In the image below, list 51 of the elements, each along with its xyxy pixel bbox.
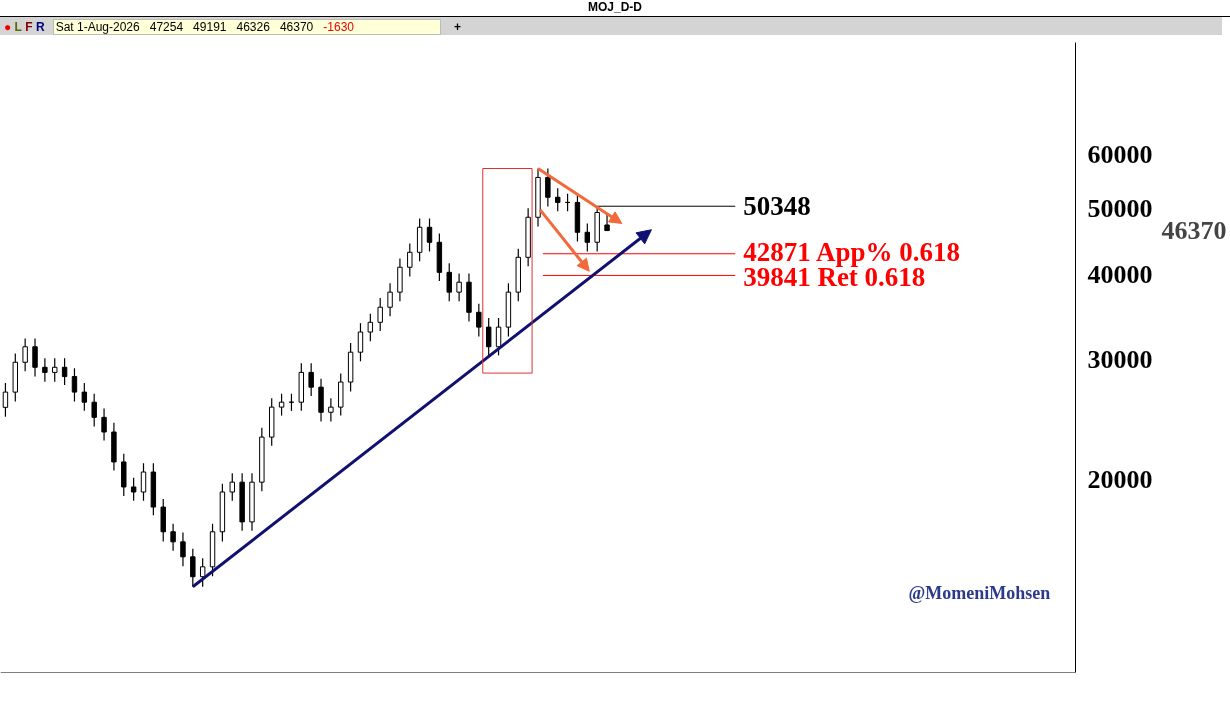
y-tick-label: 30000 bbox=[1087, 344, 1153, 374]
candlestick bbox=[476, 303, 482, 338]
candlestick bbox=[140, 462, 147, 502]
candlestick bbox=[407, 242, 413, 278]
candlestick bbox=[170, 523, 176, 552]
candlestick bbox=[446, 262, 452, 302]
candlestick bbox=[426, 217, 433, 253]
candlestick bbox=[199, 557, 206, 588]
candlestick bbox=[308, 362, 314, 397]
candlestick bbox=[357, 322, 364, 362]
chart-title: MOJ_D-D bbox=[0, 0, 1230, 17]
annotation: @MomeniMohsen bbox=[908, 582, 1051, 603]
candlestick bbox=[328, 397, 334, 423]
candlestick bbox=[180, 531, 186, 567]
candlestick bbox=[71, 367, 78, 403]
candlestick bbox=[495, 317, 502, 356]
candlestick bbox=[278, 393, 285, 417]
candlestick bbox=[101, 407, 107, 442]
candlestick bbox=[42, 357, 48, 383]
candlestick bbox=[485, 317, 492, 356]
candlestick bbox=[367, 313, 374, 342]
candlestick bbox=[61, 357, 68, 386]
candlestick bbox=[190, 548, 196, 588]
text: -1630 bbox=[323, 20, 354, 34]
candlestick bbox=[377, 297, 383, 332]
candlestick bbox=[22, 337, 28, 372]
y-tick-label: 60000 bbox=[1087, 139, 1153, 169]
candlestick bbox=[32, 337, 38, 378]
y-tick-label: 50000 bbox=[1087, 193, 1153, 223]
candlestick bbox=[387, 282, 393, 317]
candlestick bbox=[91, 393, 97, 428]
candlestick bbox=[584, 222, 591, 253]
candlestick bbox=[229, 472, 235, 502]
candlestick bbox=[456, 272, 462, 302]
candlestick bbox=[2, 382, 9, 418]
text: 46370 bbox=[1161, 216, 1227, 246]
text: + bbox=[453, 20, 461, 34]
text: Sat 1-Aug-2026 bbox=[55, 20, 140, 34]
ref-line-label: 50348 bbox=[743, 191, 811, 222]
candlestick bbox=[555, 187, 561, 212]
text: ● L F R bbox=[4, 20, 45, 34]
text: 49191 bbox=[193, 20, 227, 34]
candlestick bbox=[81, 382, 88, 412]
y-tick-label: 20000 bbox=[1087, 464, 1153, 494]
candlestick bbox=[130, 477, 137, 502]
text: 46370 bbox=[279, 20, 314, 34]
text: 47254 bbox=[149, 20, 184, 34]
text: 46326 bbox=[236, 20, 270, 34]
candlestick bbox=[545, 167, 551, 208]
candlestick bbox=[52, 357, 58, 383]
y-tick-label: 40000 bbox=[1087, 259, 1153, 289]
